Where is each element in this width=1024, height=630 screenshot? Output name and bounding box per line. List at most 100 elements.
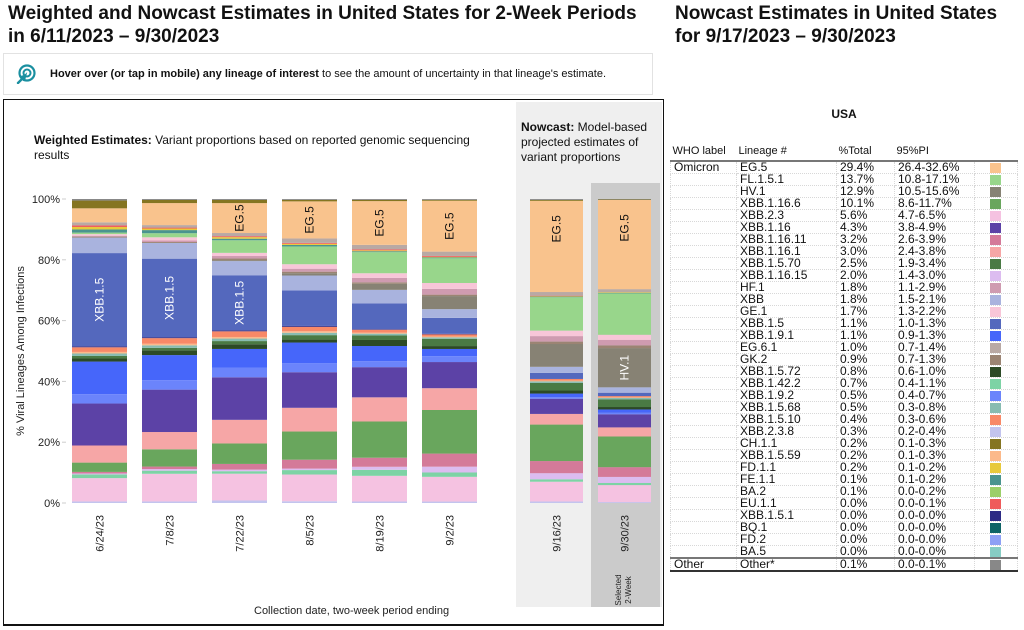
bar-segment-fl-1-5-1[interactable]: 7/8/23 FL.1.5.1: 1.3% xyxy=(142,233,197,238)
bar-segment-hf-1[interactable]: 8/5/23 HF.1: 1% xyxy=(282,268,337,272)
bar-segment-xbb-2-3-8[interactable]: 6/24/23 XBB.2.3.8: 0.5% xyxy=(72,501,127,503)
bar-segment-xbb-1-42-2[interactable]: 7/8/23 XBB.1.42.2: 1% xyxy=(142,470,197,474)
bar-segment-gk-2[interactable]: 7/22/23 GK.2: 0.5% xyxy=(212,258,267,261)
bar-segment-xbb-1-5-59[interactable]: 9/30/23 XBB.1.5.59: 0.2% xyxy=(598,397,651,398)
bar-segment-eg-5[interactable]: 9/16/23 EG.5: 30% xyxy=(530,200,583,293)
bar-segment-xbb-1-9-2[interactable]: 8/19/23 XBB.1.9.2: 2% xyxy=(352,361,407,368)
table-row[interactable]: XBB.1.5.10 0.4% 0.3-0.6% xyxy=(670,413,1018,426)
bar-segment-xbb-2-3[interactable]: 9/16/23 XBB.2.3: 6.5% xyxy=(530,481,583,502)
bar-segment-fd-1-1[interactable]: 7/8/23 FD.1.1: 0.5% xyxy=(142,228,197,231)
bar-segment-xbb-1-9-2[interactable]: 7/22/23 XBB.1.9.2: 3% xyxy=(212,367,267,378)
bar-segment-ge-1[interactable]: 6/24/23 GE.1: 0.5% xyxy=(72,234,127,236)
bar-segment-xbb-1-42-2[interactable]: 9/2/23 XBB.1.42.2: 1.5% xyxy=(422,472,477,477)
bar-segment-xbb-1-16-1[interactable]: 7/8/23 XBB.1.16.1: 5.5% xyxy=(142,432,197,450)
bar-segment-xbb-1-16-6[interactable]: 9/30/23 XBB.1.16.6: 10.1% xyxy=(598,436,651,468)
bar-segment-fl-1-5-1[interactable]: 7/22/23 FL.1.5.1: 4% xyxy=(212,240,267,253)
bar-segment-xbb-1-5[interactable]: 7/8/23 XBB.1.5: 25% xyxy=(142,258,197,338)
bar-segment-xbb-2-3-8[interactable]: 8/5/23 XBB.2.3.8: 0.6% xyxy=(282,501,337,503)
bar-segment-xbb-1-5-70[interactable]: 9/16/23 XBB.1.5.70: 2.5% xyxy=(530,382,583,391)
bar-segment-xbb-1-5-72[interactable]: 9/30/23 XBB.1.5.72: 0.8% xyxy=(598,407,651,410)
bar-segment-xbb-1-16-1[interactable]: 9/30/23 XBB.1.16.1: 3% xyxy=(598,427,651,437)
bar-segment-ch-1-1[interactable]: 8/5/23 CH.1.1: 0.5% xyxy=(282,199,337,202)
bar-segment-hv-1[interactable]: 9/2/23 HV.1: 4.5% xyxy=(422,296,477,310)
bar-segment-ch-1-1[interactable]: 7/22/23 CH.1.1: 1% xyxy=(212,199,267,204)
bar-segment-fe-1-1[interactable]: 6/24/23 FE.1.1: 1% xyxy=(72,229,127,233)
bar-segment-xbb-2-3-8[interactable]: 7/22/23 XBB.2.3.8: 0.8% xyxy=(212,500,267,503)
bar-segment-ch-1-1[interactable]: 8/19/23 CH.1.1: 0.4% xyxy=(352,199,407,202)
bar-segment-xbb-1-9-1[interactable]: 7/8/23 XBB.1.9.1: 8% xyxy=(142,355,197,381)
bar-segment-xbb-1-16-15[interactable]: 7/22/23 XBB.1.16.15: 0.5% xyxy=(212,469,267,472)
bar-segment-xbb-1-5[interactable]: 7/22/23 XBB.1.5: 17.5% xyxy=(212,275,267,331)
bar-segment-xbb-1-5-70[interactable]: 7/22/23 XBB.1.5.70: 1% xyxy=(212,341,267,345)
bar-segment-xbb-2-3-8[interactable]: 9/2/23 XBB.2.3.8: 0.5% xyxy=(422,501,477,503)
bar-segment-fd-1-1[interactable]: 9/16/23 FD.1.1: 0.2% xyxy=(530,295,583,297)
bar-segment-xbb-2-3[interactable]: 8/5/23 XBB.2.3: 9% xyxy=(282,474,337,502)
bar-segment-xbb-1-5-70[interactable]: 7/8/23 XBB.1.5.70: 0.8% xyxy=(142,347,197,351)
bar-segment-fe-1-1[interactable]: 9/30/23 FE.1.1: 0.1% xyxy=(598,292,651,294)
bar-segment-fd-1-1[interactable]: 8/19/23 FD.1.1: 0.3% xyxy=(352,250,407,252)
bar-segment-xbb-1-5-1[interactable]: 6/24/23 XBB.1.5.1: 0.3% xyxy=(72,346,127,348)
table-row[interactable]: Omicron EG.5 29.4% 26.4-32.6% xyxy=(670,160,1018,174)
bar-segment-fd-1-1[interactable]: 8/5/23 FD.1.1: 0.4% xyxy=(282,243,337,245)
table-row[interactable]: XBB.1.16.1 3.0% 2.4-3.8% xyxy=(670,245,1018,258)
table-row[interactable]: EU.1.1 0.0% 0.0-0.1% xyxy=(670,497,1018,510)
bar-segment-gk-2[interactable]: 8/19/23 GK.2: 0.5% xyxy=(352,282,407,284)
bar-segment-xbb[interactable]: 8/19/23 XBB: 4.5% xyxy=(352,289,407,304)
bar-segment-xbb-1-9-1[interactable]: 9/30/23 XBB.1.9.1: 1.1% xyxy=(598,409,651,413)
table-row[interactable]: XBB.1.16.6 10.1% 8.6-11.7% xyxy=(670,197,1018,210)
bar-segment-hf-1[interactable]: 9/30/23 HF.1: 1.8% xyxy=(598,339,651,346)
table-row[interactable]: GK.2 0.9% 0.7-1.3% xyxy=(670,353,1018,366)
bar-segment-ge-1[interactable]: 9/2/23 GE.1: 2% xyxy=(422,282,477,289)
bar-segment-gk-2[interactable]: 9/30/23 GK.2: 0.9% xyxy=(598,345,651,349)
table-row[interactable]: XBB.1.16.11 3.2% 2.6-3.9% xyxy=(670,233,1018,246)
bar-segment-fd-1-1[interactable]: 7/22/23 FD.1.1: 0.5% xyxy=(212,237,267,239)
bar-segment-xbb-1-5[interactable]: 6/24/23 XBB.1.5: 30% xyxy=(72,253,127,347)
bar-segment-other[interactable]: 9/2/23 Other: 0.3% xyxy=(422,199,477,200)
bar-segment-xbb-1-5-72[interactable]: 7/22/23 XBB.1.5.72: 1.5% xyxy=(212,344,267,349)
bar-segment-fl-1-5-1[interactable]: 8/5/23 FL.1.5.1: 6% xyxy=(282,246,337,265)
bar-segment-xbb-1-5-70[interactable]: 8/19/23 XBB.1.5.70: 1.5% xyxy=(352,335,407,340)
bar-segment-hf-1[interactable]: 6/24/23 HF.1: 0.3% xyxy=(72,235,127,237)
bar-segment-gk-2[interactable]: 8/5/23 GK.2: 0.5% xyxy=(282,271,337,274)
bar-segment-xbb-1-5-1[interactable]: 9/2/23 XBB.1.5.1: 0.1% xyxy=(422,333,477,335)
bar-segment-xbb-1-5-59[interactable]: 8/5/23 XBB.1.5.59: 0.5% xyxy=(282,331,337,333)
bar-segment-xbb-1-16-15[interactable]: 9/2/23 XBB.1.16.15: 2% xyxy=(422,466,477,473)
bar-segment-xbb-1-5-70[interactable]: 9/30/23 XBB.1.5.70: 2.5% xyxy=(598,399,651,408)
bar-segment-gk-2[interactable]: 9/16/23 GK.2: 0.8% xyxy=(530,341,583,345)
bar-segment-xbb-1-5-10[interactable]: 7/22/23 XBB.1.5.10: 1.8% xyxy=(212,331,267,337)
bar-segment-xbb-1-16-1[interactable]: 7/22/23 XBB.1.16.1: 7.5% xyxy=(212,419,267,444)
table-row[interactable]: HF.1 1.8% 1.1-2.9% xyxy=(670,281,1018,294)
bar-segment-xbb-1-5-68[interactable]: 7/8/23 XBB.1.5.68: 0.8% xyxy=(142,345,197,348)
bar-segment-eg-6-1[interactable]: 6/24/23 EG.6.1: 1% xyxy=(72,222,127,226)
bar-segment-eu-1-1[interactable]: 8/19/23 EU.1.1: 0.3% xyxy=(352,249,407,251)
bar-segment-fl-1-5-1[interactable]: 9/2/23 FL.1.5.1: 8.5% xyxy=(422,258,477,283)
bar-segment-xbb-1-5-10[interactable]: 8/19/23 XBB.1.5.10: 1% xyxy=(352,329,407,333)
bar-segment-xbb-1-16-15[interactable]: 8/19/23 XBB.1.16.15: 1% xyxy=(352,466,407,470)
bar-segment-xbb-1-5-72[interactable]: 8/5/23 XBB.1.5.72: 1% xyxy=(282,339,337,343)
bar-segment-xbb-1-5-68[interactable]: 8/19/23 XBB.1.5.68: 0.6% xyxy=(352,333,407,336)
bar-segment-xbb-2-3-8[interactable]: 8/19/23 XBB.2.3.8: 0.5% xyxy=(352,501,407,503)
bar-segment-xbb-1-42-2[interactable]: 8/5/23 XBB.1.42.2: 1.5% xyxy=(282,470,337,475)
bar-segment-xbb-1-5-70[interactable]: 9/2/23 XBB.1.5.70: 2.5% xyxy=(422,338,477,347)
bar-segment-xbb-1-5-1[interactable]: 7/22/23 XBB.1.5.1: 0.3% xyxy=(212,330,267,332)
bar-segment-xbb-1-5-72[interactable]: 8/19/23 XBB.1.5.72: 2% xyxy=(352,339,407,347)
bar-segment-xbb-1-16-1[interactable]: 6/24/23 XBB.1.16.1: 5.5% xyxy=(72,445,127,463)
bar-segment-xbb[interactable]: 9/16/23 XBB: 2% xyxy=(530,366,583,373)
bar-segment-xbb-1-5-68[interactable]: 7/22/23 XBB.1.5.68: 0.8% xyxy=(212,338,267,342)
bar-segment-ge-1[interactable]: 9/30/23 GE.1: 1.7% xyxy=(598,334,651,340)
bar-segment-xbb-1-16-11[interactable]: 8/19/23 XBB.1.16.11: 3% xyxy=(352,457,407,467)
bar-segment-xbb-1-9-1[interactable]: 8/19/23 XBB.1.9.1: 5% xyxy=(352,346,407,362)
bar-segment-hv-1[interactable]: 8/5/23 HV.1: 0.8% xyxy=(282,273,337,276)
bar-segment-xbb-1-5-72[interactable]: 6/24/23 XBB.1.5.72: 1% xyxy=(72,358,127,362)
bar-segment-xbb-1-9-2[interactable]: 9/30/23 XBB.1.9.2: 0.5% xyxy=(598,412,651,415)
bar-segment-xbb-1-16-6[interactable]: 7/22/23 XBB.1.16.6: 6.5% xyxy=(212,443,267,464)
bar-segment-xbb-1-16-6[interactable]: 6/24/23 XBB.1.16.6: 3% xyxy=(72,462,127,472)
bar-segment-hv-1[interactable]: 9/30/23 HV.1: 12.9% xyxy=(598,348,651,388)
bar-segment-xbb-1-16-1[interactable]: 9/16/23 XBB.1.16.1: 3.5% xyxy=(530,413,583,425)
bar-segment-xbb[interactable]: 7/22/23 XBB: 4.5% xyxy=(212,261,267,276)
bar-segment-fe-1-1[interactable]: 8/19/23 FE.1.1: 0.3% xyxy=(352,251,407,253)
bar-segment-hf-1[interactable]: 9/2/23 HF.1: 2% xyxy=(422,288,477,295)
bar-segment-xbb-2-3[interactable]: 7/22/23 XBB.2.3: 8.5% xyxy=(212,473,267,501)
bar-segment-xbb-1-16-11[interactable]: 7/22/23 XBB.1.16.11: 1.8% xyxy=(212,463,267,470)
table-row[interactable]: XBB 1.8% 1.5-2.1% xyxy=(670,293,1018,306)
